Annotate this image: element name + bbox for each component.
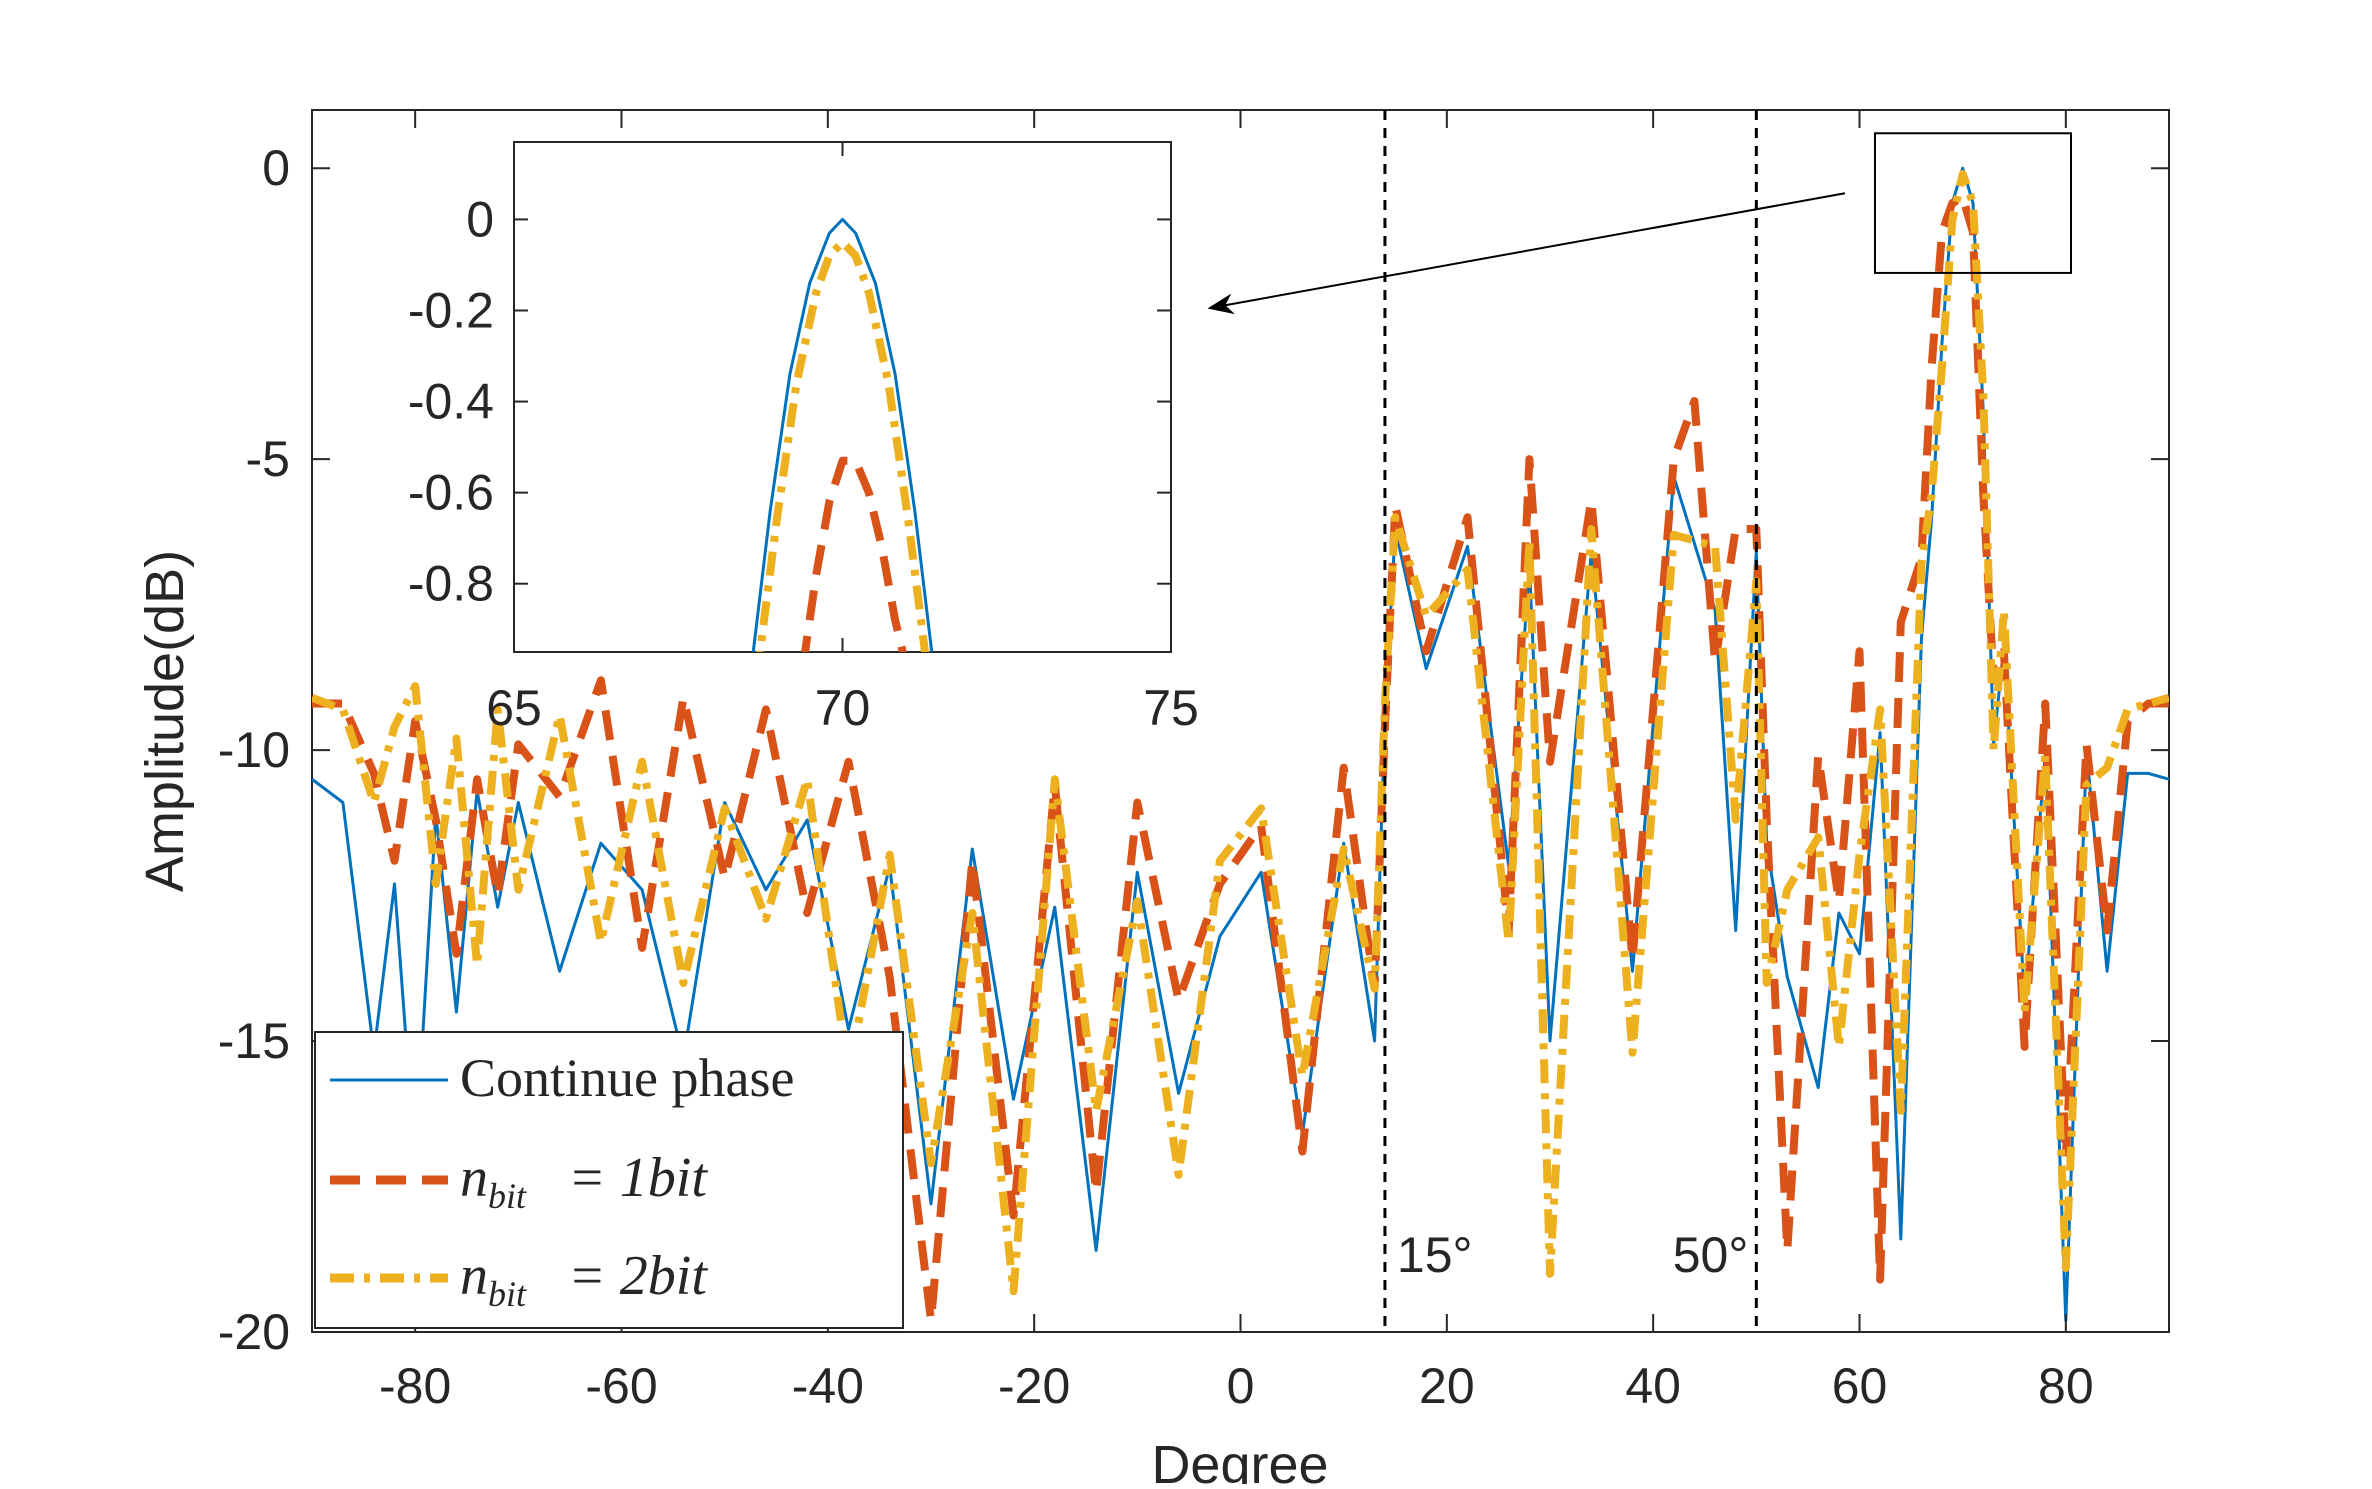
x-tick-label: 0 — [1227, 1358, 1255, 1414]
x-tick-label: 80 — [2038, 1358, 2094, 1414]
x-tick-label: -80 — [379, 1358, 451, 1414]
series-line-n-bit-1bit — [312, 193, 2169, 1325]
y-tick-label: -15 — [218, 1013, 290, 1069]
legend-label-continue: Continue phase — [460, 1048, 794, 1108]
y-tick-label: -20 — [218, 1304, 290, 1360]
y-tick-label: -5 — [246, 431, 290, 487]
x-tick-label: -40 — [792, 1358, 864, 1414]
inset-y-tick-label: -0.8 — [408, 556, 494, 612]
x-tick-label: -60 — [585, 1358, 657, 1414]
legend: Continue phase nbit = 1bit nbit = 2bit — [314, 1031, 904, 1329]
zoom-arrow — [1207, 192, 1846, 315]
inset-y-tick-label: -0.4 — [408, 374, 494, 430]
inset-plot-area — [513, 141, 1172, 653]
x-tick-label: 40 — [1625, 1358, 1681, 1414]
x-tick-label: 20 — [1419, 1358, 1475, 1414]
series-line-n-bit-2bit — [312, 170, 2169, 1296]
inset-x-tick-label: 65 — [486, 680, 542, 736]
y-axis-label: Amplitude(dB) — [135, 550, 195, 892]
legend-label-1bit: = 1bit — [568, 1147, 708, 1209]
x-tick-label: 60 — [1832, 1358, 1888, 1414]
inset-y-tick-label: 0 — [466, 191, 494, 247]
y-tick-label: -10 — [218, 722, 290, 778]
annotation-50: 50° — [1673, 1227, 1749, 1283]
y-tick-label: 0 — [262, 140, 290, 196]
legend-label-2bit: = 2bit — [568, 1245, 708, 1307]
inset-y-tick-label: -0.2 — [408, 282, 494, 338]
inset-x-tick-label: 70 — [815, 680, 871, 736]
x-axis-label: Degree — [1151, 1435, 1328, 1484]
inset-x-tick-label: 75 — [1143, 680, 1199, 736]
annotation-15: 15° — [1397, 1227, 1473, 1283]
inset-y-tick-label: -0.6 — [408, 465, 494, 521]
inset-series-line-continue-phase — [751, 217, 934, 652]
x-tick-label: -20 — [998, 1358, 1070, 1414]
inset-series-line-n-bit-1bit — [801, 456, 907, 652]
zoom-source-box — [1873, 132, 2072, 274]
